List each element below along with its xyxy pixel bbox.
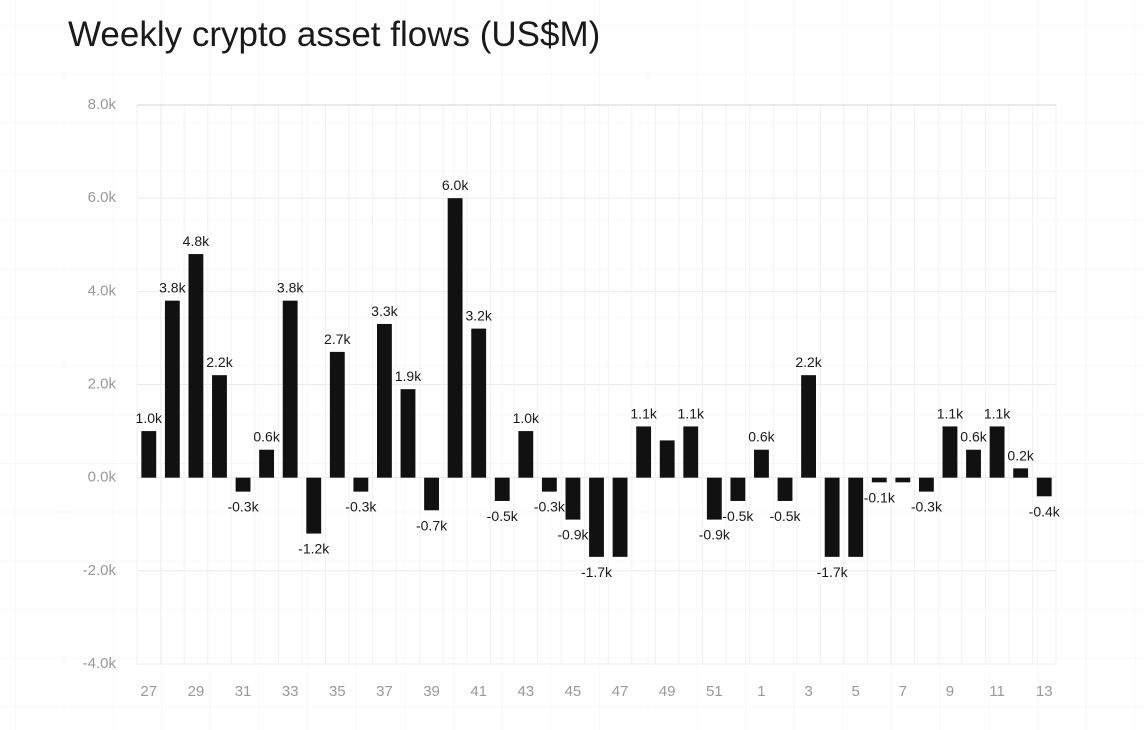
svg-text:0.6k: 0.6k: [748, 429, 775, 445]
svg-text:0.0k: 0.0k: [88, 469, 117, 486]
svg-text:0.6k: 0.6k: [253, 429, 280, 445]
svg-text:2.2k: 2.2k: [795, 354, 822, 370]
svg-text:1.0k: 1.0k: [136, 410, 163, 426]
svg-text:3.8k: 3.8k: [159, 280, 186, 296]
svg-text:3: 3: [804, 683, 812, 700]
svg-text:-0.1k: -0.1k: [864, 489, 896, 505]
svg-text:1.1k: 1.1k: [984, 405, 1011, 421]
svg-text:6.0k: 6.0k: [442, 177, 469, 193]
svg-text:-0.7k: -0.7k: [416, 517, 448, 533]
svg-text:2.0k: 2.0k: [88, 376, 117, 393]
svg-text:0.2k: 0.2k: [1007, 447, 1034, 463]
svg-text:8.0k: 8.0k: [88, 96, 117, 113]
svg-text:3.8k: 3.8k: [277, 280, 304, 296]
svg-text:11: 11: [989, 683, 1005, 700]
svg-text:27: 27: [140, 683, 157, 700]
svg-text:29: 29: [188, 683, 205, 700]
svg-text:2.7k: 2.7k: [324, 331, 351, 347]
svg-text:1.1k: 1.1k: [937, 405, 964, 421]
svg-text:3.3k: 3.3k: [371, 303, 398, 319]
svg-text:33: 33: [282, 683, 299, 700]
svg-text:-0.3k: -0.3k: [345, 499, 377, 515]
svg-text:-0.5k: -0.5k: [487, 508, 519, 524]
svg-text:43: 43: [517, 683, 534, 700]
svg-text:47: 47: [612, 683, 629, 700]
svg-text:-1.2k: -1.2k: [298, 541, 330, 557]
svg-text:4.0k: 4.0k: [88, 282, 117, 299]
svg-text:1.0k: 1.0k: [513, 410, 540, 426]
svg-text:-0.4k: -0.4k: [1029, 503, 1061, 519]
svg-text:-0.9k: -0.9k: [699, 527, 731, 543]
svg-text:-4.0k: -4.0k: [83, 655, 117, 672]
svg-text:3.2k: 3.2k: [465, 308, 492, 324]
svg-text:2.2k: 2.2k: [206, 354, 233, 370]
svg-text:-0.3k: -0.3k: [911, 499, 943, 515]
svg-text:1.9k: 1.9k: [395, 368, 422, 384]
svg-text:7: 7: [899, 683, 907, 700]
svg-text:37: 37: [376, 683, 393, 700]
svg-text:-0.3k: -0.3k: [227, 499, 259, 515]
svg-text:35: 35: [329, 683, 346, 700]
svg-text:4.8k: 4.8k: [183, 233, 210, 249]
svg-text:45: 45: [565, 683, 582, 700]
svg-text:41: 41: [470, 683, 487, 700]
svg-text:31: 31: [235, 683, 252, 700]
svg-text:9: 9: [946, 683, 954, 700]
svg-text:-1.7k: -1.7k: [817, 564, 849, 580]
svg-text:-1.7k: -1.7k: [581, 564, 613, 580]
svg-text:6.0k: 6.0k: [88, 189, 117, 206]
svg-text:-2.0k: -2.0k: [83, 562, 117, 579]
svg-text:-0.9k: -0.9k: [557, 527, 589, 543]
svg-text:0.6k: 0.6k: [960, 429, 987, 445]
svg-text:-0.3k: -0.3k: [534, 499, 566, 515]
svg-text:1.1k: 1.1k: [678, 405, 705, 421]
svg-text:13: 13: [1036, 683, 1053, 700]
svg-text:39: 39: [423, 683, 440, 700]
svg-text:51: 51: [706, 683, 723, 700]
svg-text:1.1k: 1.1k: [630, 405, 657, 421]
svg-text:-0.5k: -0.5k: [722, 508, 754, 524]
svg-text:-0.5k: -0.5k: [769, 508, 801, 524]
svg-text:1: 1: [757, 683, 765, 700]
svg-text:5: 5: [852, 683, 860, 700]
svg-text:49: 49: [659, 683, 676, 700]
